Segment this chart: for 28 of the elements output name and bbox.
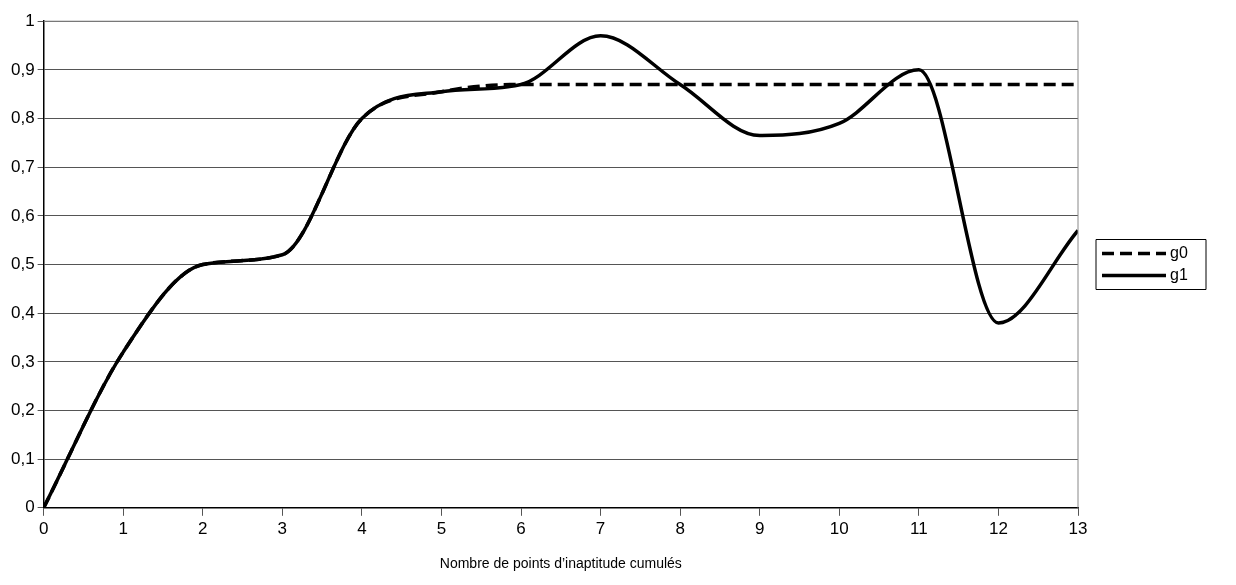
- x-tick-label: 4: [357, 518, 367, 538]
- x-tick-label: 6: [516, 518, 526, 538]
- legend-label: g0: [1170, 243, 1188, 261]
- x-tick-label: 5: [436, 518, 447, 538]
- x-tick-label: 7: [595, 518, 606, 538]
- y-tick-label: 0,9: [10, 59, 35, 79]
- x-tick-label: 8: [675, 518, 685, 538]
- y-tick-label: 0,5: [10, 254, 35, 274]
- y-tick-label: 0,3: [10, 351, 35, 371]
- x-tick-label: 10: [829, 518, 849, 538]
- y-tick-label: 1: [25, 10, 35, 30]
- x-tick-label: 13: [1068, 518, 1088, 538]
- x-tick-label: 3: [277, 518, 288, 538]
- y-tick-label: 0,7: [10, 156, 35, 176]
- y-tick-label: 0,4: [10, 302, 35, 322]
- y-tick-label: 0,8: [10, 108, 35, 128]
- y-tick-label: 0,2: [10, 400, 35, 420]
- x-tick-label: 12: [988, 518, 1008, 538]
- x-axis-title: Nombre de points d’inaptitude cumulés: [439, 555, 682, 572]
- x-tick-label: 0: [38, 518, 49, 538]
- x-tick-label: 9: [755, 518, 765, 538]
- y-tick-label: 0,1: [10, 448, 35, 468]
- x-tick-label: 2: [198, 518, 208, 538]
- y-tick-label: 0,6: [10, 205, 35, 225]
- x-tick-label: 11: [910, 518, 928, 538]
- legend-label: g1: [1170, 265, 1188, 283]
- x-tick-label: 1: [118, 518, 128, 538]
- y-tick-label: 0: [25, 497, 35, 517]
